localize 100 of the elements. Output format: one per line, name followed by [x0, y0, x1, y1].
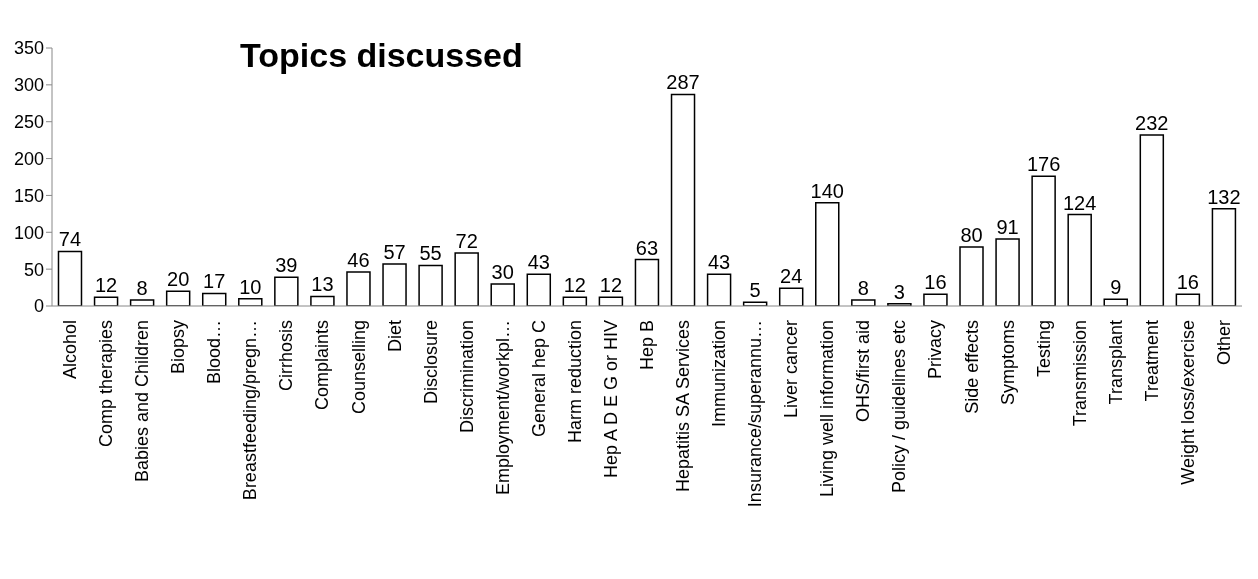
x-tick-label: Other	[1213, 320, 1234, 366]
bar	[274, 276, 299, 306]
bar	[1211, 207, 1237, 306]
x-tick-label: Comp therapies	[96, 320, 117, 448]
data-label: 24	[780, 265, 803, 288]
x-tick-label: Policy / guidelines etc	[889, 320, 910, 494]
data-label: 140	[810, 179, 844, 202]
bar	[418, 264, 443, 306]
y-tick-label: 0	[33, 296, 44, 317]
data-label: 80	[960, 224, 983, 247]
y-tick-label: 250	[13, 112, 44, 133]
bar	[851, 299, 876, 306]
x-tick-label: Transplant	[1105, 320, 1126, 405]
data-label: 124	[1063, 191, 1097, 214]
x-tick-label: OHS/first aid	[853, 320, 874, 423]
x-tick-label: Symptoms	[997, 320, 1018, 406]
bar	[310, 295, 335, 306]
bar	[778, 287, 804, 306]
bar	[815, 202, 840, 306]
data-label: 9	[1110, 276, 1122, 299]
x-tick-label: Privacy	[925, 320, 946, 380]
x-tick-label: Employment/workpl…	[492, 320, 513, 496]
x-tick-label: Side effects	[961, 320, 982, 414]
y-tick-label: 150	[13, 185, 44, 206]
y-tick-label: 350	[13, 38, 44, 59]
x-tick-label: Counselling	[348, 320, 369, 415]
data-label: 43	[527, 251, 550, 274]
x-tick-label: General hep C	[528, 320, 549, 438]
data-label: 57	[383, 240, 406, 263]
data-label: 46	[347, 249, 370, 272]
data-label: 12	[599, 274, 623, 297]
bar	[346, 271, 371, 306]
bar	[995, 238, 1020, 306]
bar	[57, 250, 83, 306]
x-tick-label: Liver cancer	[781, 320, 802, 419]
x-tick-label: Testing	[1033, 320, 1054, 378]
data-label: 8	[136, 277, 148, 300]
data-label: 12	[563, 274, 586, 297]
x-tick-label: Disclosure	[420, 320, 441, 405]
bar	[1139, 134, 1165, 306]
x-tick-label: Biopsy	[168, 320, 189, 375]
data-label: 16	[924, 271, 947, 294]
data-label: 13	[311, 273, 334, 296]
y-tick-label: 50	[23, 259, 44, 280]
x-tick-label: Cirrhosis	[276, 320, 297, 392]
bar	[454, 252, 479, 306]
y-tick-label: 300	[13, 75, 44, 96]
bar	[1067, 213, 1092, 306]
x-tick-label: Hep B	[637, 320, 657, 371]
data-label: 5	[749, 279, 761, 302]
data-label: 132	[1207, 185, 1241, 208]
bar	[598, 296, 624, 306]
data-label: 232	[1135, 111, 1169, 134]
x-tick-label: Babies and Children	[132, 320, 153, 483]
data-label: 20	[167, 268, 190, 291]
x-tick-label: Harm reduction	[564, 320, 585, 444]
bar	[923, 293, 948, 306]
data-label: 30	[491, 260, 514, 283]
data-label: 3	[893, 280, 905, 303]
data-label: 176	[1026, 153, 1061, 176]
x-tick-label: Hep A D E G or HIV	[600, 320, 621, 479]
data-label: 8	[857, 277, 869, 300]
bar	[382, 263, 407, 306]
bar	[93, 296, 119, 306]
bar	[1031, 175, 1056, 306]
bar	[490, 283, 515, 306]
data-label: 12	[94, 274, 118, 297]
x-tick-label: Alcohol	[60, 320, 81, 380]
bar	[526, 273, 552, 306]
data-label: 39	[275, 254, 298, 277]
bar	[670, 93, 696, 306]
bar	[634, 258, 660, 306]
data-label: 91	[996, 215, 1019, 238]
x-tick-label: Insurance/superannu…	[745, 320, 766, 508]
bar	[706, 273, 732, 306]
x-tick-label: Weight loss/exercise	[1177, 320, 1198, 485]
data-label: 43	[707, 251, 731, 274]
chart-title: Topics discussed	[240, 36, 523, 75]
data-label: 16	[1176, 271, 1199, 294]
x-tick-label: Immunization	[709, 320, 730, 428]
data-label: 55	[419, 242, 442, 265]
x-tick-label: Discrimination	[456, 320, 477, 434]
data-label: 74	[58, 228, 82, 251]
data-label: 72	[455, 229, 478, 252]
bar	[562, 296, 588, 306]
data-label: 10	[239, 275, 262, 298]
y-tick-label: 100	[13, 222, 44, 243]
y-tick-label: 200	[13, 148, 44, 169]
x-tick-label: Transmission	[1069, 320, 1090, 427]
x-tick-label: Hepatitis SA Services	[673, 320, 694, 493]
data-label: 287	[666, 71, 700, 94]
x-tick-label: Treatment	[1141, 320, 1162, 402]
x-tick-label: Diet	[384, 320, 405, 353]
bar	[959, 246, 984, 306]
x-tick-label: Blood…	[204, 320, 225, 385]
x-tick-label: Breastfeeding/pregn…	[240, 320, 261, 501]
x-tick-label: Living well information	[817, 320, 838, 498]
data-label: 63	[635, 236, 659, 259]
bar	[1175, 293, 1201, 306]
data-label: 17	[203, 270, 226, 293]
